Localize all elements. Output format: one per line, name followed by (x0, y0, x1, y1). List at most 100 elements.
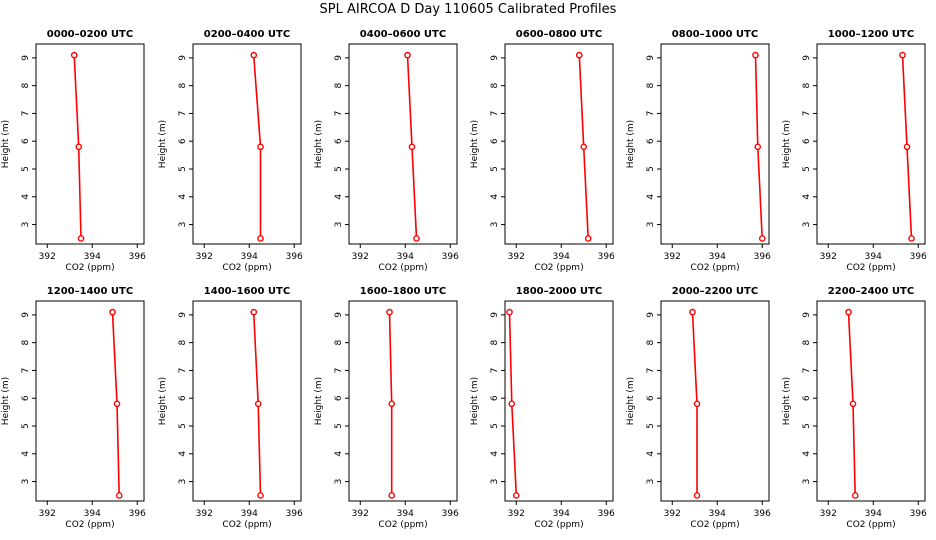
y-tick-label: 3 (646, 479, 656, 485)
y-tick-label: 4 (178, 194, 188, 200)
y-tick-label: 5 (490, 166, 500, 172)
y-tick-label: 9 (646, 55, 656, 61)
panel-title: 1800–2000 UTC (516, 286, 602, 297)
y-tick-label: 4 (334, 451, 344, 457)
y-tick-label: 5 (646, 423, 656, 429)
y-tick-label: 5 (21, 423, 31, 429)
y-axis-label: Height (m) (470, 120, 480, 168)
x-tick-label: 394 (709, 252, 726, 262)
plot-frame (348, 300, 458, 502)
y-tick-label: 8 (334, 340, 344, 346)
y-tick-label: 8 (490, 340, 500, 346)
data-point (903, 143, 911, 151)
plot-frame (816, 300, 926, 502)
data-point (75, 143, 83, 151)
panel-2: 0200–0400 UTC 392 394 396 3 4 5 6 7 8 9 CO2 (ppm) He… (158, 29, 303, 273)
x-axis-label: CO2 (ppm) (65, 263, 114, 273)
data-point (404, 51, 411, 59)
x-tick-label: 396 (286, 252, 303, 262)
y-tick-label: 7 (178, 111, 188, 117)
x-tick-label: 392 (196, 252, 213, 262)
y-axis-label: Height (m) (158, 120, 168, 168)
data-point (851, 492, 859, 499)
y-tick-label: 4 (21, 194, 31, 200)
y-tick-label: 7 (646, 368, 656, 374)
y-tick-label: 4 (334, 194, 344, 200)
x-axis-label: CO2 (ppm) (846, 520, 895, 530)
panel-title: 0000–0200 UTC (47, 29, 133, 40)
x-tick-label: 394 (397, 252, 414, 262)
panel-9: 1600–1800 UTC 392 394 396 3 4 5 6 7 8 9 CO2 (ppm) He… (314, 286, 459, 530)
y-tick-label: 7 (178, 368, 188, 374)
x-tick-label: 392 (664, 509, 681, 519)
x-tick-label: 392 (820, 252, 837, 262)
y-tick-label: 5 (802, 423, 812, 429)
x-tick-label: 394 (397, 509, 414, 519)
y-tick-label: 5 (334, 166, 344, 172)
x-tick-label: 396 (129, 252, 146, 262)
x-tick-label: 394 (84, 252, 101, 262)
panel-title: 1200–1400 UTC (47, 286, 133, 297)
panel-12: 2200–2400 UTC 392 394 396 3 4 5 6 7 8 9 CO2 (ppm) He… (782, 286, 927, 530)
x-tick-label: 392 (664, 252, 681, 262)
x-tick-label: 396 (910, 252, 927, 262)
data-point (508, 400, 516, 408)
y-axis-label: Height (m) (782, 120, 792, 168)
x-tick-label: 392 (352, 509, 369, 519)
y-tick-label: 7 (802, 111, 812, 117)
y-tick-label: 4 (178, 451, 188, 457)
y-tick-label: 3 (21, 479, 31, 485)
y-tick-label: 6 (802, 138, 812, 144)
x-tick-label: 394 (84, 509, 101, 519)
y-axis-label: Height (m) (314, 120, 324, 168)
data-point (580, 143, 588, 151)
x-tick-label: 394 (553, 509, 570, 519)
x-tick-label: 396 (129, 509, 146, 519)
y-tick-label: 3 (334, 479, 344, 485)
panel-title: 0600–0800 UTC (516, 29, 602, 40)
y-tick-label: 6 (490, 138, 500, 144)
y-tick-label: 4 (802, 451, 812, 457)
y-axis-label: Height (m) (470, 377, 480, 425)
data-point (388, 400, 396, 408)
panel-7: 1200–1400 UTC 392 394 396 3 4 5 6 7 8 9 CO2 (ppm) He… (1, 286, 146, 530)
y-tick-label: 7 (646, 111, 656, 117)
panel-11: 2000–2200 UTC 392 394 396 3 4 5 6 7 8 9 CO2 (ppm) He… (626, 286, 771, 530)
y-tick-label: 9 (802, 55, 812, 61)
y-tick-label: 8 (334, 83, 344, 89)
data-point (257, 143, 264, 151)
y-tick-label: 5 (802, 166, 812, 172)
panel-1: 0000–0200 UTC 392 394 396 3 4 5 6 7 8 9 CO2 (ppm) He… (1, 29, 146, 273)
panel-6: 1000–1200 UTC 392 394 396 3 4 5 6 7 8 9 CO2 (ppm) He… (782, 29, 927, 273)
y-tick-label: 8 (178, 340, 188, 346)
panel-4: 0600–0800 UTC 392 394 396 3 4 5 6 7 8 9 CO2 (ppm) He… (470, 29, 615, 273)
y-tick-label: 5 (178, 423, 188, 429)
data-point (758, 235, 766, 242)
y-tick-label: 3 (178, 479, 188, 485)
x-axis-label: CO2 (ppm) (534, 263, 583, 273)
y-axis-label: Height (m) (1, 377, 11, 425)
x-tick-label: 396 (598, 252, 615, 262)
data-point (575, 51, 583, 59)
y-tick-label: 3 (490, 222, 500, 228)
x-tick-label: 392 (508, 252, 525, 262)
plot-frame (660, 300, 770, 502)
y-tick-label: 3 (802, 222, 812, 228)
data-point (506, 308, 513, 316)
y-tick-label: 8 (646, 340, 656, 346)
x-axis-label: CO2 (ppm) (378, 520, 427, 530)
data-point (845, 308, 852, 316)
y-tick-label: 4 (490, 194, 500, 200)
y-axis-label: Height (m) (626, 377, 636, 425)
y-tick-label: 5 (21, 166, 31, 172)
data-point (257, 492, 264, 499)
panel-10: 1800–2000 UTC 392 394 396 3 4 5 6 7 8 9 CO2 (ppm) He… (470, 286, 615, 530)
y-tick-label: 8 (802, 340, 812, 346)
x-tick-label: 396 (754, 509, 771, 519)
data-point (115, 492, 123, 499)
y-tick-label: 4 (646, 194, 656, 200)
x-tick-label: 396 (442, 509, 459, 519)
y-axis-label: Height (m) (314, 377, 324, 425)
